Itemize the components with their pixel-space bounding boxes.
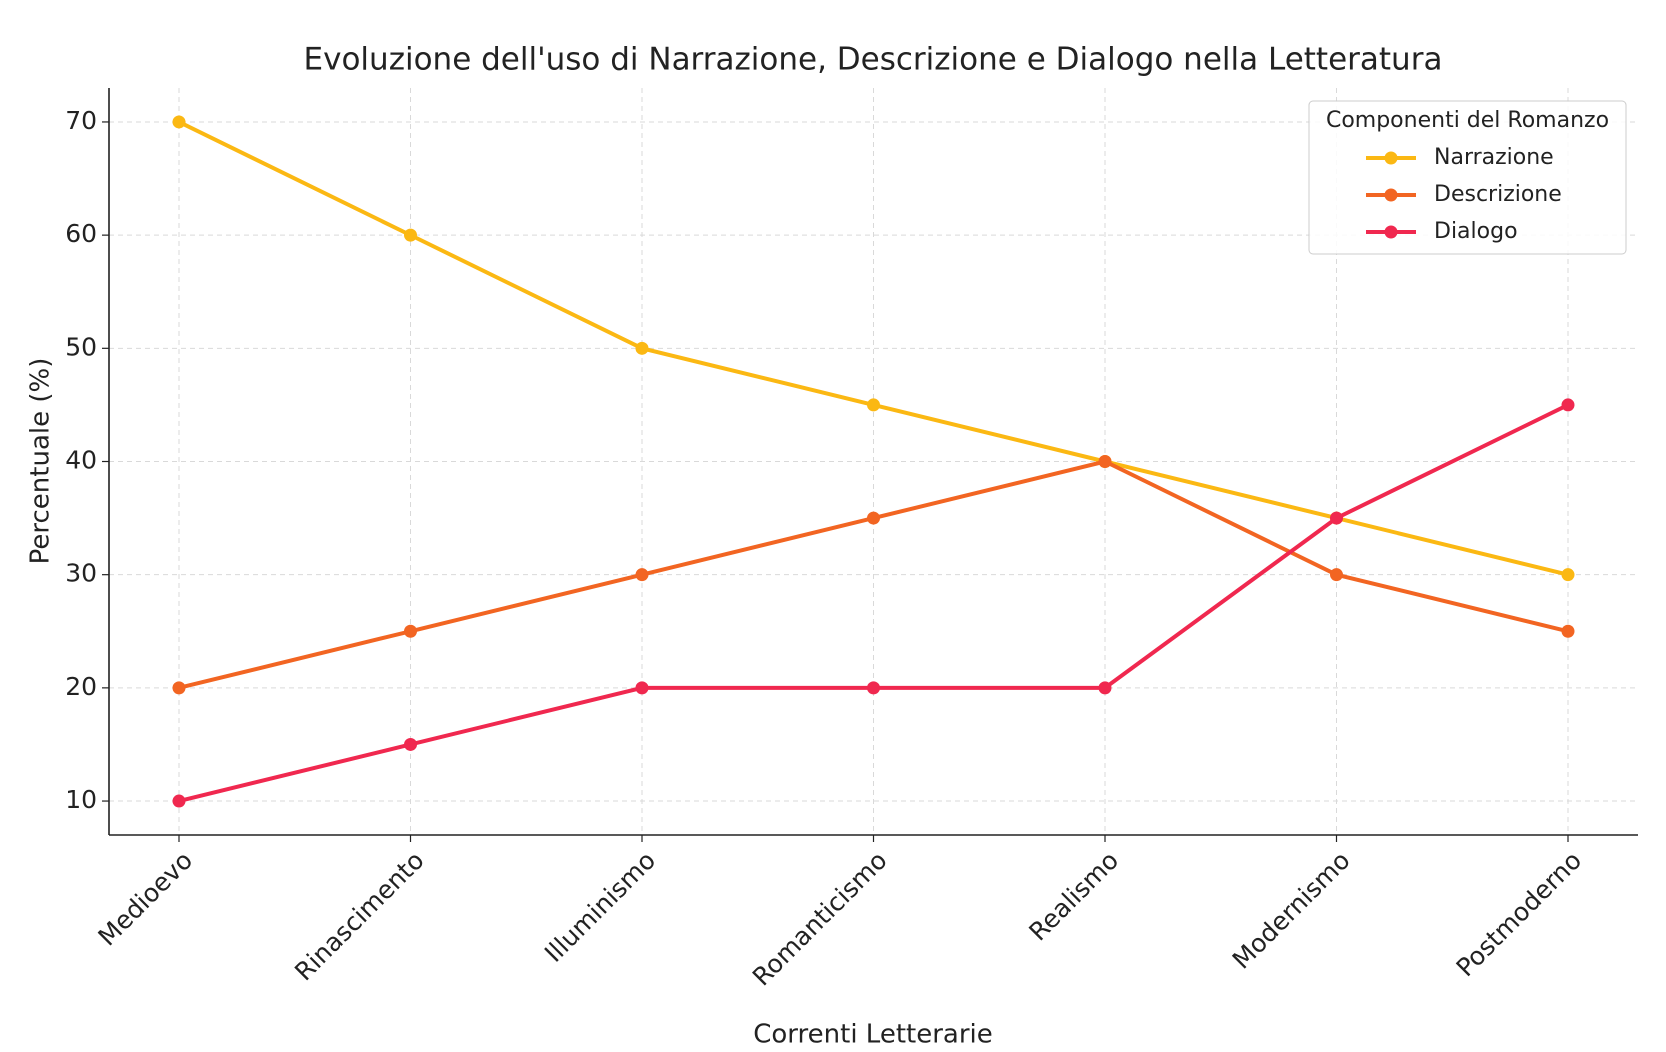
legend-title: Componenti del Romanzo: [1326, 108, 1609, 133]
y-tick-label: 40: [65, 446, 97, 475]
data-point: [172, 115, 186, 129]
data-point: [404, 228, 417, 242]
x-tick-label: Illuminismo: [539, 846, 661, 968]
data-point: [172, 681, 186, 695]
data-point: [867, 511, 880, 525]
data-point: [404, 737, 417, 751]
y-tick-label: 20: [65, 672, 97, 701]
data-point: [867, 681, 880, 695]
y-tick-label: 30: [65, 559, 97, 588]
data-point: [1330, 568, 1343, 582]
x-tick-label: Postmoderno: [1451, 846, 1588, 983]
y-tick-label: 10: [65, 785, 97, 814]
x-tick-label: Romanticismo: [747, 846, 893, 992]
x-tick-label: Modernismo: [1227, 846, 1356, 975]
legend-marker: [1384, 188, 1398, 202]
data-point: [1098, 455, 1112, 468]
legend-box: [1308, 100, 1627, 255]
data-point: [635, 341, 649, 355]
data-point: [1330, 511, 1343, 525]
data-point: [1561, 398, 1575, 412]
data-point: [404, 624, 417, 638]
legend-label: Dialogo: [1434, 219, 1518, 244]
legend-label: Descrizione: [1434, 182, 1562, 207]
data-point: [635, 568, 649, 582]
data-point: [1098, 681, 1112, 695]
y-axis-label: Percentuale (%): [26, 358, 56, 565]
legend-marker: [1384, 225, 1398, 239]
y-tick-label: 50: [65, 332, 97, 361]
y-tick-label: 70: [65, 106, 97, 135]
chart-title: Evoluzione dell'uso di Narrazione, Descr…: [304, 42, 1443, 78]
data-point: [1561, 624, 1575, 638]
data-point: [172, 794, 186, 808]
data-point: [867, 398, 880, 412]
legend-label: Narrazione: [1434, 145, 1554, 170]
data-point: [635, 681, 649, 695]
x-tick-label: Rinascimento: [289, 846, 430, 987]
data-point: [1561, 568, 1575, 582]
y-tick-label: 60: [65, 219, 97, 248]
legend-marker: [1384, 151, 1398, 165]
x-axis-label: Correnti Letterarie: [753, 1020, 993, 1050]
x-tick-label: Medioevo: [92, 846, 198, 952]
x-tick-label: Realismo: [1023, 846, 1124, 947]
